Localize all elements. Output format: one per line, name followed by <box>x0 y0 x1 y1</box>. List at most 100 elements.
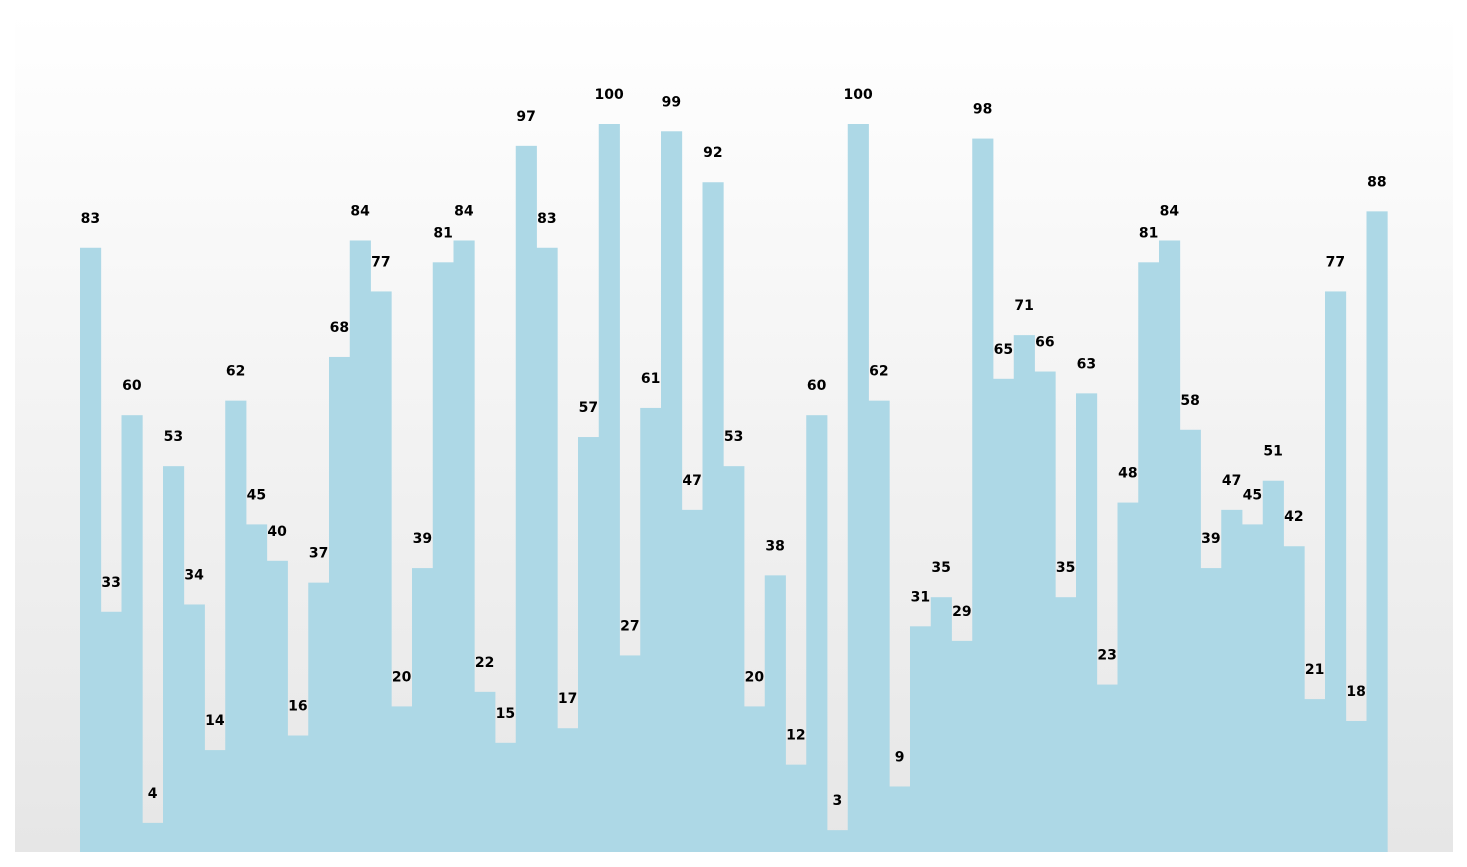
bar-value-label: 9 <box>895 749 905 765</box>
bar <box>951 640 973 852</box>
bar-value-label: 31 <box>911 589 930 605</box>
bar <box>536 247 558 852</box>
bar-value-label: 62 <box>226 364 245 380</box>
bar <box>225 400 247 852</box>
bar-value-label: 71 <box>1014 298 1033 314</box>
bar <box>1076 393 1098 852</box>
bar-value-label: 77 <box>1326 254 1345 270</box>
bar-value-label: 51 <box>1263 444 1282 460</box>
bar <box>868 400 890 852</box>
bar-value-label: 81 <box>1139 225 1158 241</box>
labels-layer: 8333604533414624540163768847720398184221… <box>81 87 1387 809</box>
bar <box>1262 480 1284 852</box>
bar <box>412 568 434 852</box>
bar-value-label: 62 <box>869 364 888 380</box>
bar <box>661 131 683 852</box>
bar <box>432 262 454 852</box>
bar <box>80 247 102 852</box>
bar-value-label: 97 <box>516 109 535 125</box>
bar <box>121 415 143 852</box>
bar <box>1242 524 1264 852</box>
bar-value-label: 100 <box>595 87 624 103</box>
bar-value-label: 68 <box>330 320 349 336</box>
bar-value-label: 42 <box>1284 509 1303 525</box>
chart-frame: 83 33 60 4 53 34 14 62 45 40 16 37 68 84 77 20 39 81 84 22 1… <box>15 12 1453 852</box>
bar <box>100 611 122 852</box>
bar-value-label: 66 <box>1035 335 1054 351</box>
bar <box>266 560 288 852</box>
bar <box>1013 335 1035 852</box>
bar-value-label: 57 <box>579 400 598 416</box>
bar-value-label: 98 <box>973 102 992 118</box>
bar-value-label: 29 <box>952 604 971 620</box>
bar-value-label: 53 <box>724 429 743 445</box>
bar <box>1117 502 1139 852</box>
bar <box>723 466 745 852</box>
bar-value-label: 27 <box>620 618 639 634</box>
bar-value-label: 47 <box>1222 473 1241 489</box>
bar-value-label: 58 <box>1180 393 1199 409</box>
bar-value-label: 60 <box>122 378 142 394</box>
bar <box>889 786 911 852</box>
bars-layer <box>80 124 1388 852</box>
bar-value-label: 83 <box>81 211 100 227</box>
bar <box>972 138 994 852</box>
bar <box>1096 684 1118 852</box>
bar <box>1159 240 1181 852</box>
bar <box>578 437 600 852</box>
bar-value-label: 20 <box>745 669 765 685</box>
bar <box>1221 509 1243 852</box>
bar-value-label: 23 <box>1097 648 1116 664</box>
bar <box>785 764 807 852</box>
bar <box>744 706 766 852</box>
bar-value-label: 12 <box>786 728 805 744</box>
bar-value-label: 35 <box>931 560 950 576</box>
bar <box>142 822 164 852</box>
bar <box>598 124 620 852</box>
bar-value-label: 33 <box>101 575 120 591</box>
bar <box>557 728 579 852</box>
bar <box>204 750 226 852</box>
bar-value-label: 81 <box>433 225 452 241</box>
bar <box>287 735 309 852</box>
bar-value-label: 14 <box>205 713 225 729</box>
bar <box>993 378 1015 852</box>
bar-value-label: 88 <box>1367 174 1386 190</box>
bar-value-label: 48 <box>1118 466 1137 482</box>
bar-value-label: 15 <box>496 706 515 722</box>
bar <box>453 240 475 852</box>
bar <box>640 407 662 852</box>
bar <box>930 597 952 852</box>
bar <box>349 240 371 852</box>
bar-value-label: 16 <box>288 699 307 715</box>
bar-value-label: 20 <box>392 669 412 685</box>
bar-value-label: 34 <box>184 567 204 583</box>
bar <box>806 415 828 852</box>
bar <box>1179 429 1201 852</box>
bar-value-label: 63 <box>1077 356 1096 372</box>
bar-value-label: 84 <box>1160 203 1180 219</box>
bar <box>764 575 786 852</box>
bar-value-label: 17 <box>558 691 577 707</box>
bar-value-label: 47 <box>682 473 701 489</box>
bar <box>681 509 703 852</box>
bar-value-label: 37 <box>309 546 328 562</box>
bar <box>1034 371 1056 852</box>
bar-value-label: 21 <box>1305 662 1324 678</box>
bar-value-label: 60 <box>807 378 827 394</box>
bar-value-label: 22 <box>475 655 494 671</box>
bar <box>1055 597 1077 852</box>
bar-value-label: 100 <box>844 87 873 103</box>
bar-chart: 8333604533414624540163768847720398184221… <box>15 12 1453 852</box>
bar <box>183 604 205 852</box>
bar-value-label: 18 <box>1346 684 1365 700</box>
bar <box>1345 720 1367 852</box>
bar <box>910 626 932 852</box>
bar-value-label: 4 <box>148 786 158 802</box>
bar-value-label: 39 <box>1201 531 1220 547</box>
bar <box>827 830 849 852</box>
bar-value-label: 40 <box>267 524 287 540</box>
bar-value-label: 3 <box>833 793 843 809</box>
bar <box>329 356 351 852</box>
bar-value-label: 84 <box>350 203 370 219</box>
